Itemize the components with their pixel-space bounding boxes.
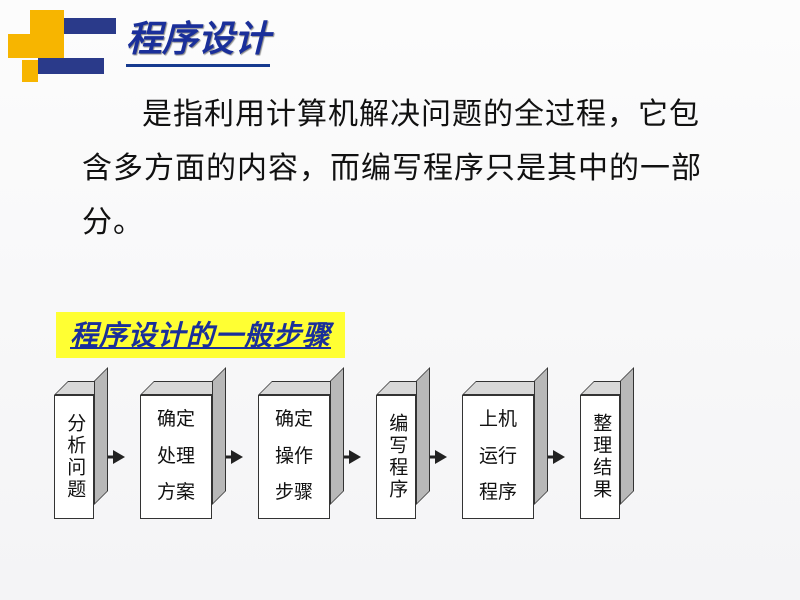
flow-box-label: 整理结果 [586,413,615,501]
flow-box-label: 确定操作步骤 [275,406,313,508]
flow-box: 整理结果 [566,381,620,519]
flow-box: 分析问题 [40,381,94,519]
flow-box: 编写程序 [362,381,416,519]
flow-box-label: 上机运行程序 [479,406,517,508]
flowchart: 分析问题 确定处理方案 确定操作步骤 编写程序 上机运行程序 整理结果 [40,370,770,530]
body-paragraph: 是指利用计算机解决问题的全过程，它包含多方面的内容，而编写程序只是其中的一部分。 [82,88,722,250]
flow-box: 上机运行程序 [448,381,534,519]
page-title: 程序设计 [126,10,270,67]
subtitle-text: 程序设计的一般步骤 [70,321,331,352]
flow-box-label: 确定处理方案 [157,406,195,508]
flow-box-label: 分析问题 [60,413,89,501]
flow-box: 确定处理方案 [126,381,212,519]
flow-box-label: 编写程序 [382,413,411,501]
corner-decoration [8,10,118,80]
subtitle-highlight: 程序设计的一般步骤 [56,312,345,358]
flow-box: 确定操作步骤 [244,381,330,519]
